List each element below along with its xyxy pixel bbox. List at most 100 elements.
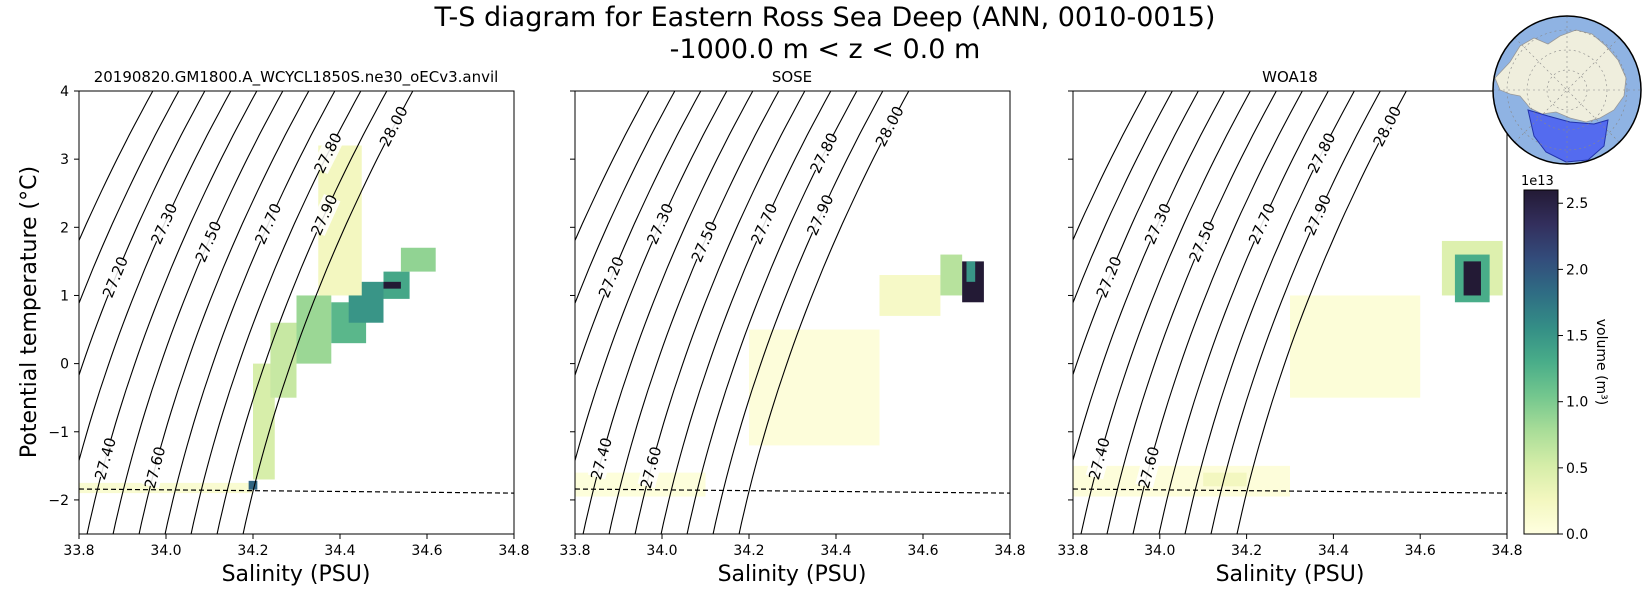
y-tick-label: −2 [48,493,69,509]
contour-label: 27.70 [1245,201,1279,248]
contour-label-bg [587,437,616,480]
contour-label: 27.30 [643,201,677,248]
density-contour [712,91,884,534]
colorbar: 1e13 0.0 0.5 1.0 1.5 2.0 2.5 volume (m³) [1521,174,1609,543]
ts-bin [966,261,976,282]
x-tick-label: 34.8 [994,543,1025,559]
ts-bin [1290,295,1421,398]
contour-label-bg [748,202,781,245]
ts-bin [879,275,941,316]
colorbar-tick-label: 2.0 [1566,262,1588,278]
freezing-line [79,488,514,494]
x-axis-label: Salinity (PSU) [718,562,867,587]
panel-title: SOSE [772,68,812,86]
contour-label-bg [99,256,131,299]
contour-label: 27.00 [982,431,1011,477]
contour-label: 28.00 [1369,103,1405,149]
x-tick-label: 34.4 [324,543,355,559]
contour-label: 28.00 [872,103,908,149]
contour-label-bg [512,429,540,470]
ts-bin [296,295,332,364]
density-contour [608,91,780,534]
x-tick-label: 33.8 [1057,543,1088,559]
contour-label: 27.00 [0,431,17,477]
density-contour [575,91,650,242]
contour-label-bg [0,434,16,475]
contour-label-bg [872,105,907,148]
density-contour [79,91,180,305]
density-contour [79,91,154,242]
contour-label-bg [1010,429,1038,470]
x-tick-label: 34.6 [411,543,442,559]
contour-label: 27.20 [595,254,628,301]
y-tick-label: 4 [60,84,69,100]
contour-label: 27.20 [1093,254,1126,301]
colorbar-tick-label: 2.5 [1566,196,1588,212]
x-tick-label: 34.6 [907,543,938,559]
contour-label-bg [983,434,1010,475]
panel-woa18: WOA18 27.0027.1027.2027.3027.4027.5027.6… [982,68,1522,587]
y-tick-label: 1 [60,288,69,304]
contour-label: 27.20 [99,254,132,301]
contour-label-bg [485,434,512,475]
contour-label-bg [1093,256,1125,299]
density-contour [1073,91,1147,242]
contour-label: 27.70 [251,201,285,248]
density-contour [1073,91,1199,377]
ts-bin [1073,465,1290,497]
freezing-line [1073,488,1507,494]
ts-bin [253,363,275,480]
panel-sose: SOSE 27.0027.1027.2027.3027.4027.5027.60… [484,68,1025,587]
contour-label-bg [1085,437,1114,480]
density-contour [575,91,676,305]
colorbar-exponent: 1e13 [1521,174,1554,189]
y-tick-label: 0 [60,357,69,373]
x-tick-label: 34.8 [498,543,529,559]
y-tick-label: 2 [60,220,69,236]
antarctica-inset-map [1492,15,1642,165]
density-contour [1158,91,1329,534]
contour-label-bg [804,193,837,237]
x-tick-label: 33.8 [63,543,94,559]
contour-label: 27.30 [1141,201,1175,248]
ts-bin [575,472,706,497]
contour-label: 27.90 [803,192,837,239]
contour-label-bg [807,131,841,175]
y-tick-label: 3 [60,152,69,168]
x-tick-label: 34.0 [1144,543,1175,559]
plot-frame [574,90,1011,535]
contour-label: 27.50 [688,218,722,265]
plot-frame [78,90,515,535]
x-tick-label: 34.8 [1491,543,1522,559]
contour-label: 27.10 [1009,427,1038,473]
colorbar-tick-label: 1.0 [1566,395,1588,411]
ts-bin [1203,472,1247,487]
contour-label-bg [688,220,721,263]
density-contour [1073,91,1173,305]
density-contour [112,91,284,534]
density-contour [216,91,388,534]
contour-label: 27.30 [147,201,181,248]
plot-frame [1072,90,1508,535]
x-tick-label: 34.0 [150,543,181,559]
contour-label-bg [1246,202,1279,245]
colorbar-label: volume (m³) [1593,319,1609,406]
ts-bin [79,482,253,494]
contour-label-bg [1186,220,1219,263]
density-contour [738,91,910,534]
ts-bin [383,281,401,289]
contour-label-bg [376,105,411,148]
freezing-line [575,488,1010,494]
contour-label: 27.50 [192,218,226,265]
figure-title: T-S diagram for Eastern Ross Sea Deep (A… [434,2,1216,33]
contour-label-bg [91,437,120,480]
x-tick-label: 34.6 [1405,543,1436,559]
contour-label: 27.50 [1185,218,1219,265]
x-tick-label: 34.2 [1231,543,1262,559]
colorbar-tick-label: 1.5 [1566,329,1588,345]
panel-model: 20190820.GM1800.A_WCYCL1850S.ne30_oECv3.… [0,68,529,587]
contour-label-bg [192,220,225,263]
contour-label-bg [1142,202,1175,245]
contour-label: 27.00 [484,431,513,477]
ts-bin [940,254,963,296]
